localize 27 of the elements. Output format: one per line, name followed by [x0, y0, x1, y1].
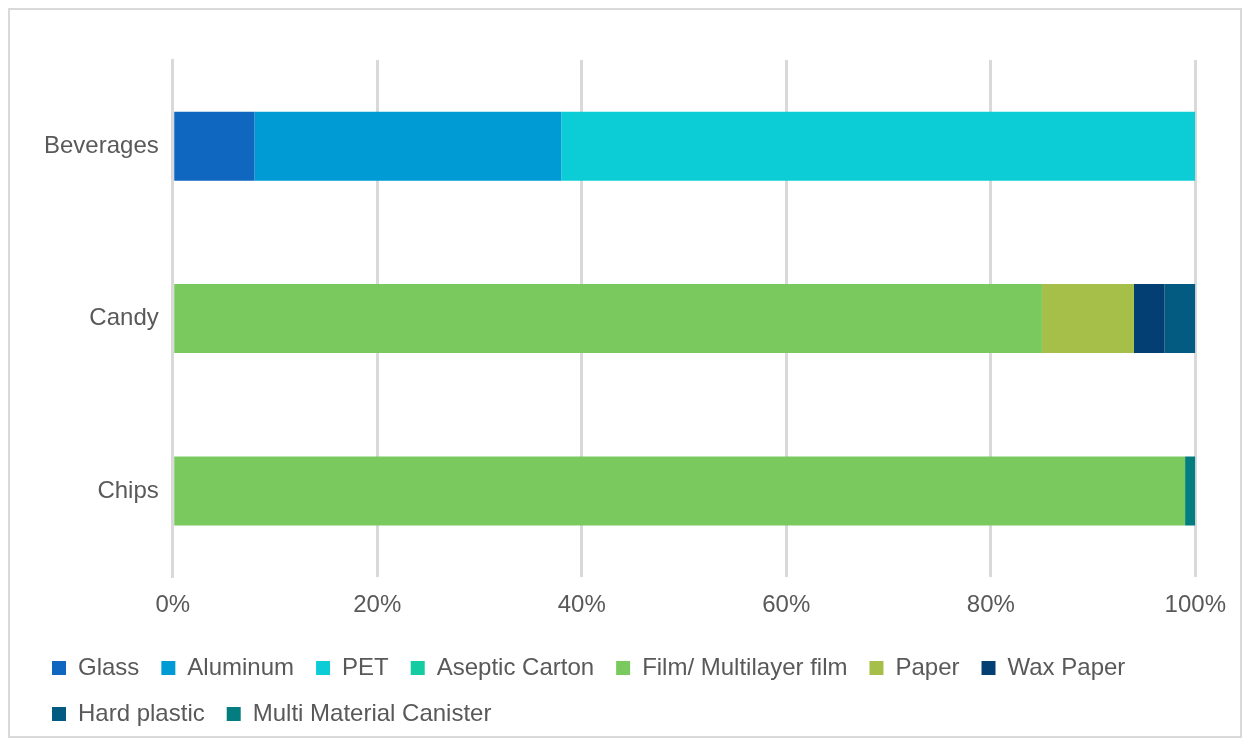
legend-label: Aluminum — [187, 652, 295, 680]
bar — [254, 111, 562, 181]
x-tick-label: 0% — [155, 590, 191, 618]
legend-label: Multi Material Canister — [252, 698, 492, 726]
x-tick-label: 60% — [762, 590, 811, 618]
bar — [174, 456, 1186, 526]
y-tick-label: Beverages — [43, 130, 159, 158]
legend-label: Hard plastic — [78, 698, 205, 726]
bar — [1185, 456, 1196, 526]
legend-label: Aseptic Carton — [436, 652, 595, 680]
x-tick-label: 20% — [353, 590, 402, 618]
x-tick-label: 100% — [1164, 590, 1226, 618]
x-tick-label: 80% — [966, 590, 1015, 618]
legend-label: PET — [342, 652, 390, 680]
legend-label: Paper — [895, 652, 960, 680]
legend-label: Glass — [78, 652, 140, 680]
legend-label: Film/ Multilayer film — [642, 652, 848, 680]
x-tick-label: 40% — [557, 590, 606, 618]
bar — [174, 284, 1042, 354]
bar — [174, 111, 255, 181]
bar — [1164, 284, 1196, 354]
y-tick-label: Chips — [97, 475, 159, 503]
bar — [1041, 284, 1134, 354]
bar — [561, 111, 1196, 181]
y-tick-label: Candy — [89, 303, 159, 331]
bar — [1133, 284, 1165, 354]
legend-label: Wax Paper — [1007, 652, 1126, 680]
